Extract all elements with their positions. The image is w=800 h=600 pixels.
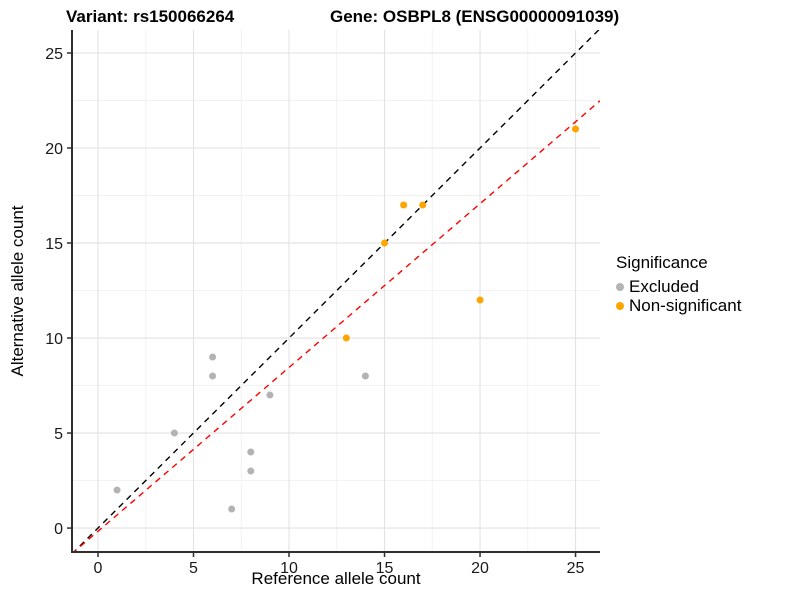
y-tick-label: 25 [45,46,63,63]
scatter-point-excluded [266,391,274,399]
legend-item-excluded: Excluded [616,277,741,296]
scatter-point-non-significant [342,334,350,342]
x-axis-title: Reference allele count [251,569,421,588]
x-tick-label: 15 [376,560,394,577]
legend: Significance Excluded Non-significant [616,253,741,315]
scatter-point-non-significant [572,125,580,133]
line-layer [72,30,600,552]
y-tick-label: 15 [45,236,63,253]
x-tick-label: 0 [94,560,103,577]
scatter-point-excluded [209,372,217,380]
x-tick-label: 20 [471,560,489,577]
scatter-point-excluded [361,372,369,380]
y-tick-label: 0 [54,521,63,538]
scatter-point-non-significant [419,201,427,209]
scatter-point-excluded [170,429,178,437]
scatter-point-excluded [113,486,121,494]
fit-line [72,100,600,552]
y-tick-label: 10 [45,331,63,348]
gene-title: Gene: OSBPL8 (ENSG00000091039) [330,7,620,26]
scatter-point-excluded [209,353,217,361]
non-significant-swatch-icon [616,301,624,310]
variant-title: Variant: rs150066264 [66,7,235,26]
legend-item-label: Excluded [629,276,699,296]
scatter-point-excluded [228,505,236,513]
scatter-point-non-significant [381,239,389,247]
scatter-point-non-significant [400,201,408,209]
identity-line [72,30,600,552]
x-tick-label: 5 [189,560,198,577]
y-tick-label: 20 [45,141,63,158]
legend-item-label: Non-significant [629,295,742,315]
x-tick-label: 25 [567,560,585,577]
x-tick-label: 10 [280,560,298,577]
y-tick-label: 5 [54,426,63,443]
legend-item-non-significant: Non-significant [616,296,741,315]
scatter-point-excluded [247,448,255,456]
scatter-point-non-significant [476,296,484,304]
legend-title: Significance [616,253,708,272]
scatter-point-excluded [247,467,255,475]
y-axis-title: Alternative allele count [8,205,27,377]
excluded-swatch-icon [616,282,624,291]
